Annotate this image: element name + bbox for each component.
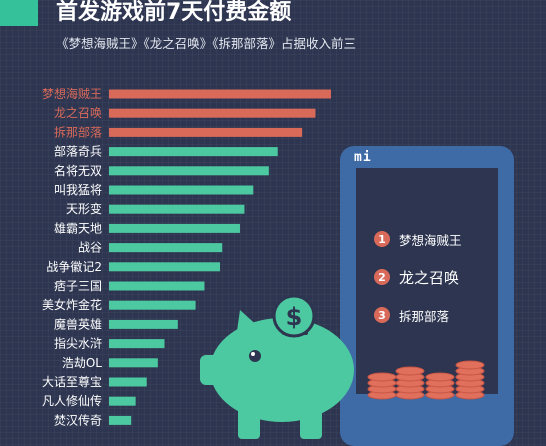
bar [109,262,220,272]
bar [109,339,165,349]
category-label: 叫我猛将 [54,183,102,197]
coin [425,372,455,382]
bar [109,204,245,214]
bar [109,319,178,329]
pig-snout [200,355,222,385]
ranking-name: 龙之召唤 [399,268,460,287]
category-label: 梦想海贼王 [42,86,102,101]
bar [109,415,132,425]
mi-logo: mi [354,150,372,165]
pig-ear [236,310,262,338]
category-label: 凡人修仙传 [42,393,102,408]
page-title: 首发游戏前7天付费金额 [56,0,292,25]
category-label: 名将无双 [54,163,102,178]
category-label: 魔兽英雄 [54,316,102,331]
page-subtitle: 《梦想海贼王》《龙之召唤》《拆那部落》占据收入前三 [56,36,357,51]
bar [109,281,205,291]
category-label: 美女炸金花 [42,297,102,312]
bar [109,243,223,253]
coin-stacks [367,360,485,400]
coin [395,366,425,376]
category-label: 拆那部落 [54,124,102,139]
category-label: 战争徽记2 [46,259,102,274]
coin [367,372,397,382]
category-label: 雄霸天地 [54,220,102,235]
ranking-name: 拆那部落 [399,308,450,324]
dollar-sign-icon: $ [286,303,303,331]
bar [109,396,136,406]
category-label: 龙之召唤 [54,106,102,120]
category-label: 痞子三国 [54,278,102,293]
pig-eye [249,350,261,362]
coin [455,360,485,370]
ranking-list: 1 梦想海贼王 2 龙之召唤 3 拆那部落 [374,226,462,340]
category-label: 天形变 [66,201,102,216]
ranking-item: 1 梦想海贼王 [374,226,462,252]
bar [109,223,240,233]
pig-eye-shine [251,352,255,356]
rank-number-badge: 1 [374,231,390,247]
bar [109,358,158,368]
bar [109,108,316,118]
category-label: 战谷 [78,241,102,255]
bar [109,185,254,195]
pig-leg [238,405,260,439]
pig-body [210,318,354,422]
ranking-name: 梦想海贼王 [399,232,462,248]
bar [109,147,278,157]
bar [109,166,269,176]
category-label: 焚汉传奇 [54,412,102,427]
pig-leg [300,405,322,439]
dollar-coin [272,294,316,338]
category-label: 部落奇兵 [54,144,102,159]
category-label: 指尖水浒 [54,336,102,351]
rank-number-badge: 2 [374,269,390,285]
bar [109,300,196,310]
bar [109,377,147,387]
piggy-bank-dollar-icon: $ [200,294,354,439]
ranking-item: 3 拆那部落 [374,302,462,328]
title-accent-bar [0,0,38,26]
bar [109,127,303,137]
rank-number-badge: 3 [374,307,390,323]
bar [109,89,331,99]
category-label: 浩劫OL [62,356,102,370]
ranking-item: 2 龙之召唤 [374,264,462,290]
category-label: 大话至尊宝 [42,374,102,389]
